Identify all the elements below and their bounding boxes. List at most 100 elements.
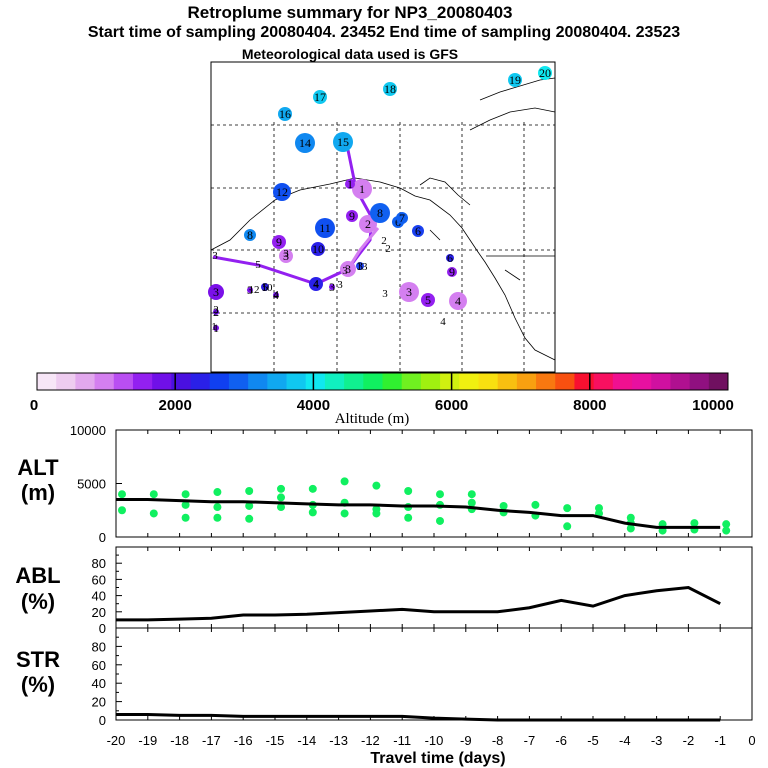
panel-str: 80 60 40 20 0 STR(%) xyxy=(16,627,753,728)
colorbar-swatch xyxy=(574,373,595,390)
map-point-label: 3 xyxy=(342,265,348,277)
altitude-point xyxy=(499,501,508,510)
y-tick-label: 10000 xyxy=(70,423,106,438)
map-marker-dot xyxy=(399,282,419,302)
colorbar-tick-label: 10000 xyxy=(692,397,734,414)
x-tick-label: -2 xyxy=(683,733,695,748)
altitude-point xyxy=(308,484,317,493)
altitude-point xyxy=(277,484,285,493)
altitude-point xyxy=(118,490,126,499)
map-marker: 19 xyxy=(508,73,522,87)
altitude-point xyxy=(340,509,349,518)
panel-label-unit: (m) xyxy=(21,480,55,505)
map-marker: 4 xyxy=(273,288,279,302)
altitude-point xyxy=(277,493,285,502)
colorbar-swatch xyxy=(267,373,288,390)
x-tick-label: -6 xyxy=(555,733,567,748)
altitude-point xyxy=(181,490,190,499)
altitude-point xyxy=(404,513,413,522)
colorbar-swatch xyxy=(305,373,326,390)
altitude-point xyxy=(722,520,731,529)
map-marker-dot xyxy=(412,225,424,237)
map-marker-label: 9 xyxy=(276,235,282,249)
y-tick-label: 80 xyxy=(92,639,106,654)
altitude-point xyxy=(436,490,444,499)
map-marker: 1 xyxy=(345,177,355,191)
colorbar-swatch xyxy=(382,373,403,390)
x-axis-label: Travel time (days) xyxy=(370,750,505,767)
colorbar-swatch xyxy=(555,373,575,390)
altitude-point xyxy=(149,509,158,518)
panel-frame xyxy=(115,627,753,721)
panel-label-unit: (%) xyxy=(21,672,55,697)
y-tick-label: 20 xyxy=(92,605,106,620)
map-point-label: 2 xyxy=(381,235,387,247)
colorbar-tick-label: 2000 xyxy=(159,397,192,414)
map-marker: 5 xyxy=(261,280,269,294)
panel-label-name: ABL xyxy=(15,563,60,588)
x-tick-label: -20 xyxy=(107,733,126,748)
altitude-point xyxy=(372,509,381,518)
map-marker-label: 1 xyxy=(359,182,365,196)
map-marker-label: 8 xyxy=(247,228,253,242)
map-marker-label: 18 xyxy=(384,82,396,96)
y-tick-label: 80 xyxy=(92,556,106,571)
map-marker: 3 xyxy=(356,259,364,273)
y-tick-label: 60 xyxy=(92,658,106,673)
colorbar-swatch xyxy=(152,373,172,390)
colorbar-swatch xyxy=(478,373,499,390)
map-marker-dot xyxy=(213,309,219,315)
x-tick-label: -12 xyxy=(361,733,380,748)
map-marker-label: 9 xyxy=(349,209,355,223)
map-marker-dot xyxy=(247,287,253,293)
colorbar-swatch xyxy=(113,373,134,390)
y-tick-label: 60 xyxy=(92,572,106,587)
map-panel: 1233454333893101112141516171819201192867… xyxy=(208,61,556,373)
map-marker: 5 xyxy=(421,293,435,307)
x-tick-label: -15 xyxy=(266,733,285,748)
map-marker-dot xyxy=(309,277,323,291)
y-tick-label: 40 xyxy=(92,589,106,604)
y-tick-label: 0 xyxy=(99,530,106,545)
abl-line xyxy=(116,585,721,622)
map-marker: 9 xyxy=(447,265,457,279)
altitude-point xyxy=(308,508,317,517)
sampling-time-line: Start time of sampling 20080404. 23452 E… xyxy=(87,24,681,41)
colorbar-swatch xyxy=(497,373,518,390)
map-marker: 12 xyxy=(273,183,291,201)
x-tick-label: -4 xyxy=(619,733,631,748)
altitude-point xyxy=(213,488,222,497)
map-marker-dot xyxy=(272,235,286,249)
altitude-point xyxy=(340,477,349,486)
colorbar-tick-label: 0 xyxy=(30,397,38,414)
map-marker-label: 1 xyxy=(213,321,219,335)
x-tick-label: -16 xyxy=(234,733,253,748)
altitude-point xyxy=(531,500,540,509)
panel-frame xyxy=(115,546,753,629)
map-point-label: 3 xyxy=(337,279,343,291)
map-marker: 1 xyxy=(352,179,372,199)
altitude-point xyxy=(563,504,572,513)
altitude-point xyxy=(690,519,699,528)
altitude-point xyxy=(181,513,190,522)
x-tick-label: -7 xyxy=(524,733,536,748)
map-marker: 3 xyxy=(247,283,253,297)
panel-alt: 10000 5000 0 ALT(m) xyxy=(17,423,753,545)
map-marker-dot xyxy=(383,82,397,96)
map-marker-label: 19 xyxy=(509,73,521,87)
colorbar-tick-label: 4000 xyxy=(297,397,330,414)
map-point-label: 1 xyxy=(211,321,217,333)
map-marker-dot xyxy=(538,66,552,80)
map-marker: 10 xyxy=(311,242,325,256)
map-marker-dot xyxy=(329,284,335,290)
map-marker-dot xyxy=(446,254,454,262)
colorbar-swatch xyxy=(440,373,460,390)
colorbar-axis-label: Altitude (m) xyxy=(335,411,410,427)
chart-title: Retroplume summary for NP3_20080403 xyxy=(187,3,513,22)
colorbar-swatch xyxy=(401,373,422,390)
altitude-point xyxy=(149,490,158,499)
map-marker: 3 xyxy=(399,282,419,302)
map-marker-dot xyxy=(261,283,269,291)
colorbar-swatch xyxy=(324,373,345,390)
